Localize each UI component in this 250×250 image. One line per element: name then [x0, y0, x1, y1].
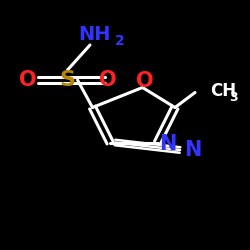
Text: NH: NH [79, 26, 111, 44]
Text: N: N [184, 140, 201, 160]
Text: O: O [136, 71, 154, 91]
Text: CH: CH [210, 82, 236, 100]
Text: 2: 2 [115, 34, 125, 48]
Text: O: O [19, 70, 36, 90]
Text: S: S [60, 70, 76, 90]
Text: N: N [159, 134, 176, 154]
Text: O: O [99, 70, 116, 90]
Text: 3: 3 [229, 91, 237, 104]
